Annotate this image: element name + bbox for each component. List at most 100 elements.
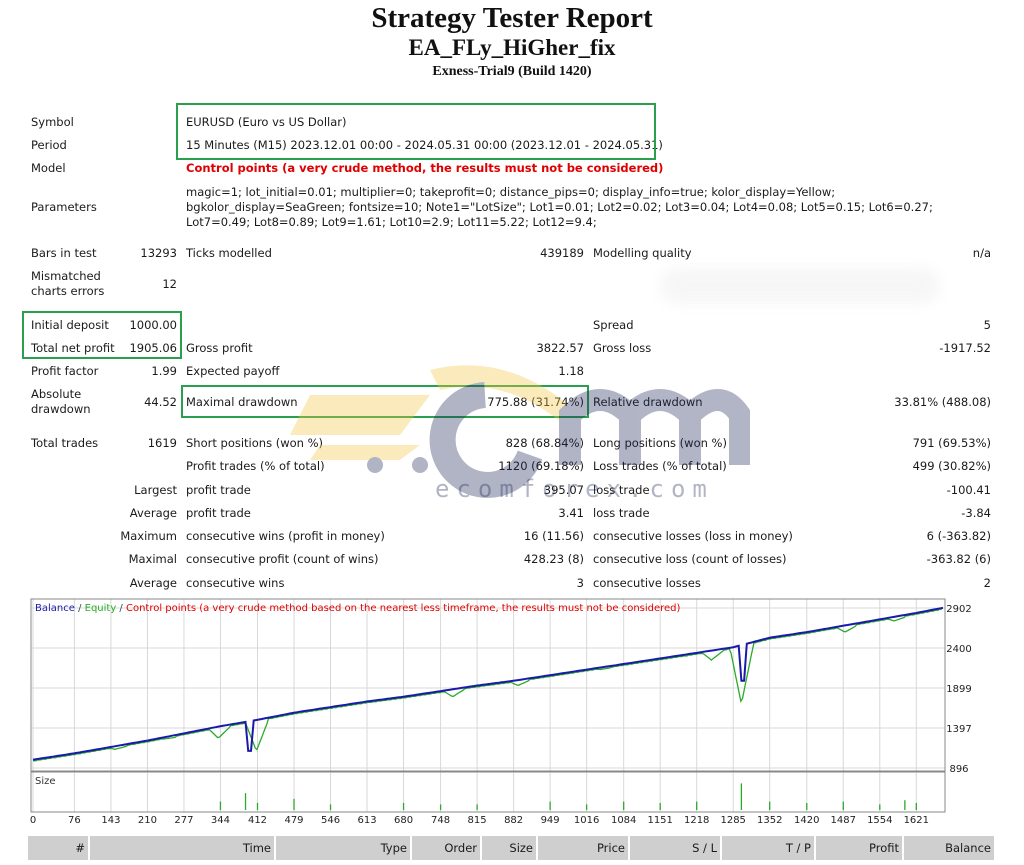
ltrades-label: Loss trades (% of total) xyxy=(593,459,727,473)
maximum-label: Maximum xyxy=(120,529,177,543)
long-value: 791 (69.53%) xyxy=(912,436,991,450)
x-tick-label: 1084 xyxy=(611,815,636,826)
maxdd-value: 775.88 (31.74%) xyxy=(487,395,584,409)
quality-label: Modelling quality xyxy=(593,246,692,260)
x-tick-label: 882 xyxy=(504,815,523,826)
chart-background xyxy=(28,596,994,828)
average-lt-value: -3.84 xyxy=(961,506,991,520)
largest-pt-value: 395.07 xyxy=(543,483,584,497)
symbol-label: Symbol xyxy=(31,115,74,129)
equity-series-line xyxy=(32,608,942,762)
quality-value: n/a xyxy=(972,246,991,260)
legend-separator: / xyxy=(75,603,85,614)
x-tick-label: 1621 xyxy=(904,815,929,826)
largest-pt-label: profit trade xyxy=(186,483,251,497)
average-label: Average xyxy=(129,506,177,520)
x-tick-label: 1285 xyxy=(720,815,745,826)
size-bars xyxy=(219,783,917,810)
x-tick-label: 949 xyxy=(541,815,560,826)
balance-chart: Balance / Equity / Control points (a ver… xyxy=(28,596,994,828)
highlight-symbol-period xyxy=(176,103,656,160)
short-value: 828 (68.84%) xyxy=(505,436,584,450)
symbol-value: EURUSD (Euro vs US Dollar) xyxy=(186,115,347,129)
x-tick-label: 277 xyxy=(174,815,193,826)
col-number: # xyxy=(28,836,88,860)
col-tp: T / P xyxy=(722,836,814,860)
size-plot-frame xyxy=(30,771,946,813)
y-tick-label: 1397 xyxy=(946,724,971,735)
bars-value: 13293 xyxy=(140,246,177,260)
x-tick-label: 143 xyxy=(101,815,120,826)
y-tick-label: 1899 xyxy=(946,684,971,695)
grossloss-value: -1917.52 xyxy=(939,341,991,355)
watermark-cart-bottom-icon xyxy=(310,445,420,460)
spread-value: 5 xyxy=(983,318,991,332)
average-pt-value: 3.41 xyxy=(558,506,584,520)
ptrades-label: Profit trades (% of total) xyxy=(186,459,325,473)
x-tick-label: 1218 xyxy=(684,815,709,826)
legend-equity: Equity xyxy=(85,603,117,614)
x-tick-label: 546 xyxy=(321,815,340,826)
report-title: Strategy Tester Report xyxy=(371,2,653,34)
max-cw-label: consecutive wins (profit in money) xyxy=(186,529,385,543)
trades-label: Total trades xyxy=(31,436,99,450)
highlight-max-drawdown xyxy=(181,385,589,418)
chart-legend: Balance / Equity / Control points (a ver… xyxy=(35,603,681,614)
x-tick-label: 412 xyxy=(248,815,267,826)
legend-balance: Balance xyxy=(35,603,75,614)
y-tick-label: 2400 xyxy=(946,644,971,655)
largest-lt-label: loss trade xyxy=(593,483,650,497)
expert-name: EA_FLy_HiGher_fix xyxy=(408,35,616,60)
absdd-label-2: drawdown xyxy=(31,402,91,416)
deals-table-header: # Time Type Order Size Price S / L T / P… xyxy=(28,836,994,860)
absdd-value: 44.52 xyxy=(144,395,177,409)
col-balance: Balance xyxy=(904,836,994,860)
x-tick-label: 748 xyxy=(431,815,450,826)
spread-label: Spread xyxy=(593,318,634,332)
ticks-label: Ticks modelled xyxy=(186,246,272,260)
pf-label: Profit factor xyxy=(31,364,99,378)
model-value: Control points (a very crude method, the… xyxy=(186,161,664,175)
x-tick-label: 1554 xyxy=(867,815,892,826)
x-tick-label: 76 xyxy=(68,815,81,826)
ticks-value: 439189 xyxy=(540,246,584,260)
x-tick-label: 680 xyxy=(394,815,413,826)
average-pt-label: profit trade xyxy=(186,506,251,520)
model-label: Model xyxy=(31,161,66,175)
long-label: Long positions (won %) xyxy=(593,436,727,450)
size-label: Size xyxy=(35,776,56,787)
maximal-label: Maximal xyxy=(128,552,177,566)
avg-cl-value: 2 xyxy=(983,576,991,590)
grossloss-label: Gross loss xyxy=(593,341,652,355)
deposit-label: Initial deposit xyxy=(31,318,109,332)
mismatch-label-1: Mismatched xyxy=(31,269,101,283)
blurred-area xyxy=(660,268,940,304)
col-type: Type xyxy=(276,836,410,860)
chart-grid xyxy=(31,599,945,812)
pf-value: 1.99 xyxy=(151,364,177,378)
ltrades-value: 499 (30.82%) xyxy=(912,459,991,473)
y-tick-label: 2902 xyxy=(946,604,971,615)
col-price: Price xyxy=(538,836,628,860)
x-tick-label: 613 xyxy=(357,815,376,826)
x-tick-label: 1420 xyxy=(794,815,819,826)
balance-series-line xyxy=(32,606,944,761)
grossprofit-value: 3822.57 xyxy=(536,341,584,355)
maxdd-label: Maximal drawdown xyxy=(186,395,298,409)
x-tick-label: 479 xyxy=(284,815,303,826)
short-label: Short positions (won %) xyxy=(186,436,324,450)
payoff-label: Expected payoff xyxy=(186,364,280,378)
reldd-value: 33.81% (488.08) xyxy=(894,395,991,409)
absdd-label-1: Absolute xyxy=(31,387,82,401)
average-lt-label: loss trade xyxy=(593,506,650,520)
parameters-value: magic=1; lot_initial=0.01; multiplier=0;… xyxy=(186,185,933,229)
legend-control-points: Control points (a very crude method base… xyxy=(126,603,681,614)
col-order: Order xyxy=(412,836,480,860)
largest-label: Largest xyxy=(134,483,177,497)
mxl-cp-label: consecutive profit (count of wins) xyxy=(186,552,379,566)
col-profit: Profit xyxy=(816,836,902,860)
x-axis-ticks: 0 76 143 210 277 344 412 479 546 613 680 748 815 882 9… xyxy=(30,815,929,826)
avg-cw-label: consecutive wins xyxy=(186,576,285,590)
avg2-label: Average xyxy=(129,576,177,590)
reldd-label: Relative drawdown xyxy=(593,395,703,409)
